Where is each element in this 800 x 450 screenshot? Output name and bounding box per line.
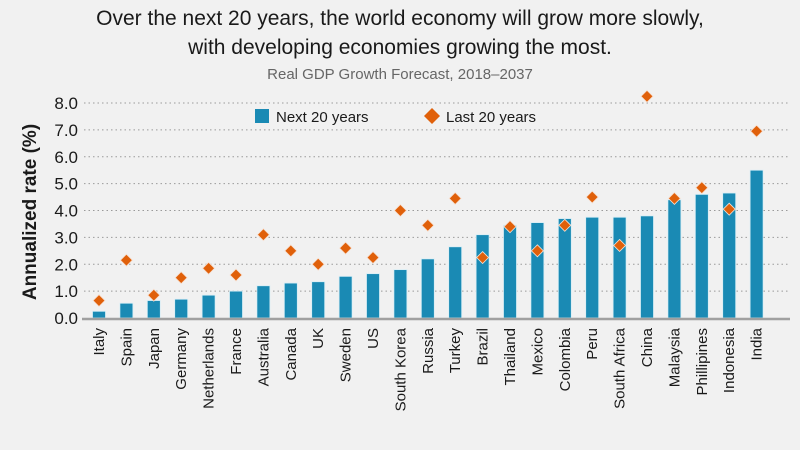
bar-italy [92,310,106,319]
diamond-brazil [476,250,490,265]
diamond-france [229,268,243,282]
y-tick-label: 8.0 [54,94,78,113]
bar-india [749,169,764,319]
x-tick-label: Mexico [529,328,546,376]
bar-russia [420,258,435,319]
chart-title-line-1: Over the next 20 years, the world econom… [96,7,704,30]
y-tick-label: 5.0 [54,175,78,194]
legend-label-last-20-years: Last 20 years [446,109,536,126]
x-axis-tick-labels: Italy Spain Japan Germany Netherlands France A… [91,327,766,411]
bar-france [229,290,243,319]
x-tick-label: Colombia [557,327,574,391]
diamond-uk [311,257,325,271]
y-tick-label: 6.0 [54,148,78,167]
diamond-netherlands [202,261,216,275]
x-tick-label: South Korea [392,327,409,411]
diamond-south-africa [613,238,627,253]
x-tick-label: Germany [173,328,190,390]
bar-us [366,273,380,319]
diamond-colombia [558,218,572,232]
x-tick-label: Indonesia [721,327,738,393]
bar-spain [119,302,134,319]
y-tick-label: 3.0 [54,228,78,247]
y-tick-label: 2.0 [54,255,78,274]
x-tick-label: Italy [91,328,108,356]
diamond-china [640,89,654,103]
legend-swatch-last-20-years [424,108,440,124]
diamond-peru [585,190,599,204]
x-tick-label: France [228,328,245,375]
diamond-spain [119,253,133,267]
bar-thailand [503,224,517,319]
x-tick-label: UK [310,328,327,349]
legend-label-next-20-years: Next 20 years [276,109,369,126]
bar-germany [174,298,189,319]
y-axis-label: Annualized rate (%) [20,124,41,300]
x-tick-label: US [365,328,382,349]
bar-japan [146,300,161,319]
diamond-australia [256,228,270,242]
diamond-sweden [339,241,353,255]
diamond-thailand [503,220,517,234]
bar-south-africa [612,216,627,319]
x-tick-label: Netherlands [201,328,218,409]
diamond-japan [147,288,161,302]
diamond-italy [92,293,106,308]
bar-brazil [475,234,490,319]
x-tick-label: South Africa [612,327,629,409]
x-tick-label: Russia [420,327,437,374]
chart-title: Over the next 20 years, the world econom… [0,4,800,62]
diamond-germany [174,271,188,285]
y-tick-label: 0.0 [54,309,78,328]
bar-phillipines [694,193,709,319]
x-tick-label: Turkey [447,328,464,374]
y-axis-ticks: 0.0 1.0 2.0 3.0 4.0 5.0 6.0 7.0 8.0 [54,94,78,328]
x-tick-label: Thailand [502,328,519,386]
x-tick-label: Canada [283,327,300,380]
x-tick-label: Malaysia [666,327,683,387]
diamond-south-korea [393,203,407,218]
diamond-mexico [530,244,544,258]
diamond-russia [421,218,435,232]
diamond-indonesia [722,202,736,216]
chart-title-line-2: with developing economies growing the mo… [188,36,612,59]
diamond-turkey [448,191,462,205]
legend: Next 20 years Last 20 years [255,108,536,126]
bar-sweden [338,275,353,319]
diamond-series-last-20-years [92,89,764,308]
bar-turkey [448,246,463,319]
bar-china [640,215,654,319]
diamond-canada [284,244,298,258]
bar-south-korea [393,269,408,319]
chart-subtitle: Real GDP Growth Forecast, 2018–2037 [267,66,533,83]
y-tick-label: 1.0 [54,282,78,301]
x-tick-label: Sweden [338,328,355,382]
bar-series-next-20-years [92,169,764,319]
gridlines [84,102,790,292]
legend-swatch-next-20-years [255,109,269,123]
diamond-india [750,124,764,138]
y-tick-label: 4.0 [54,202,78,221]
bar-colombia [557,218,572,319]
bar-malaysia [667,199,682,319]
bar-australia [256,285,271,319]
x-tick-label: Phillipines [694,328,711,396]
diamond-phillipines [695,181,709,195]
x-tick-label: Australia [255,327,272,386]
x-tick-label: India [749,327,766,360]
diamond-malaysia [667,191,681,205]
bar-canada [283,282,298,319]
x-tick-label: Spain [118,328,135,366]
bar-peru [585,216,600,319]
y-tick-label: 7.0 [54,121,78,140]
bar-netherlands [201,294,216,319]
x-tick-label: Brazil [475,328,492,366]
bar-uk [311,281,326,319]
diamond-us [366,250,380,265]
x-tick-label: Japan [146,328,163,369]
x-tick-label: China [639,327,656,367]
bar-mexico [530,222,545,319]
x-tick-label: Peru [584,328,601,360]
